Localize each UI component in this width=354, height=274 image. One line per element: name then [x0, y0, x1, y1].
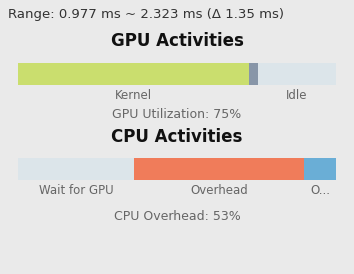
Text: GPU Utilization: 75%: GPU Utilization: 75% — [112, 108, 242, 121]
Text: CPU Activities: CPU Activities — [111, 128, 243, 146]
Text: Kernel: Kernel — [115, 89, 152, 102]
Bar — [134, 158, 304, 180]
Bar — [18, 63, 249, 85]
Text: Range: 0.977 ms ~ 2.323 ms (Δ 1.35 ms): Range: 0.977 ms ~ 2.323 ms (Δ 1.35 ms) — [8, 8, 284, 21]
Text: Wait for GPU: Wait for GPU — [39, 184, 113, 197]
Text: O...: O... — [310, 184, 330, 197]
Text: Idle: Idle — [286, 89, 308, 102]
Text: Overhead: Overhead — [190, 184, 248, 197]
Bar — [304, 158, 336, 180]
Bar — [249, 63, 258, 85]
Bar — [18, 158, 134, 180]
Text: GPU Activities: GPU Activities — [110, 32, 244, 50]
Bar — [258, 63, 336, 85]
Text: CPU Overhead: 53%: CPU Overhead: 53% — [114, 210, 240, 223]
